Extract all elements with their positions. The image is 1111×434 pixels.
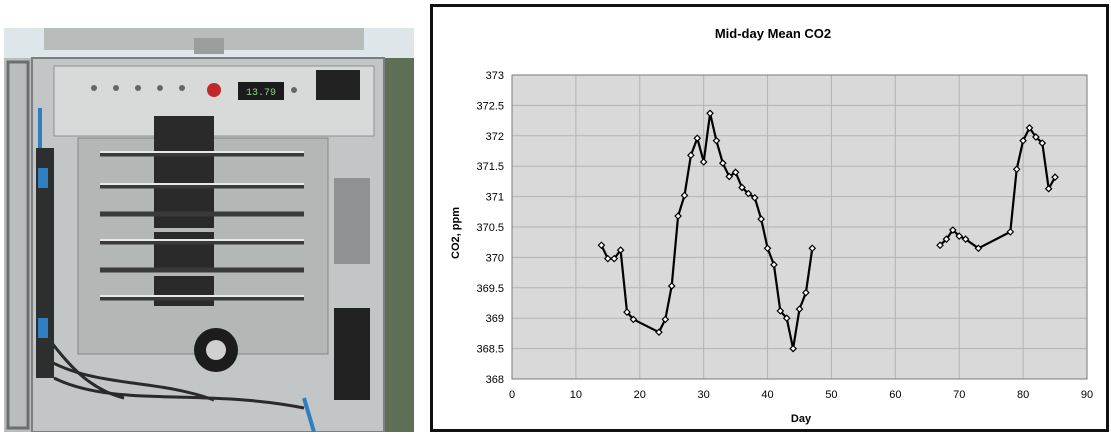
- y-tick-label: 370: [486, 252, 504, 264]
- data-point: [974, 244, 983, 253]
- red-button-icon: [207, 83, 221, 97]
- co2-line-chart: Mid-day Mean CO2 368 368.5 369 369.5 370 370.…: [450, 26, 1093, 425]
- y-tick-label: 372.5: [476, 100, 504, 112]
- data-point: [1051, 173, 1059, 181]
- data-point: [1012, 165, 1021, 174]
- y-tick-label: 371.5: [476, 161, 504, 173]
- data-point: [1025, 124, 1034, 132]
- data-point: [687, 151, 695, 160]
- data-point: [776, 307, 785, 315]
- data-point: [802, 288, 810, 297]
- x-tick-label: 10: [570, 389, 582, 401]
- data-point: [738, 183, 746, 192]
- data-point: [731, 168, 740, 177]
- y-tick-label: 370.5: [476, 222, 504, 234]
- data-point: [667, 282, 676, 290]
- data-point: [770, 260, 778, 269]
- data-point: [597, 241, 606, 250]
- data-point: [610, 254, 619, 263]
- data-point: [750, 193, 759, 202]
- data-point: [1044, 184, 1053, 193]
- plot-border: [511, 74, 1088, 380]
- x-tick-label: 30: [698, 389, 710, 401]
- data-point: [699, 158, 708, 166]
- data-point: [948, 226, 957, 234]
- y-tick-label: 372: [486, 131, 504, 143]
- enclosure-illustration: 13.79: [4, 28, 414, 432]
- data-point: [629, 315, 638, 324]
- x-tick-label: 80: [1017, 389, 1029, 401]
- absorber-blocks: [154, 116, 214, 306]
- y-axis-label: CO2, ppm: [450, 207, 462, 259]
- x-tick-label: 90: [1081, 389, 1093, 401]
- data-point: [674, 212, 682, 220]
- data-point: [1032, 133, 1040, 141]
- data-point: [1038, 139, 1047, 147]
- data-point: [744, 189, 753, 198]
- data-point: [763, 244, 772, 253]
- data-point: [808, 244, 817, 253]
- x-tick-label: 40: [761, 389, 773, 401]
- chart-title: Mid-day Mean CO2: [715, 26, 831, 41]
- data-point: [712, 136, 721, 145]
- x-tick-label: 60: [889, 389, 901, 401]
- data-point: [725, 172, 734, 181]
- data-point: [782, 314, 791, 323]
- data-point: [936, 241, 944, 250]
- y-tick-label: 373: [486, 70, 504, 82]
- tubes: [100, 151, 304, 301]
- data-point: [706, 109, 714, 118]
- chart-panel: Mid-day Mean CO2 368 368.5 369 369.5 370 370.…: [430, 4, 1109, 432]
- instrument-enclosure-photo: 13.79: [4, 28, 414, 432]
- data-point: [693, 134, 702, 143]
- x-tick-label: 0: [509, 389, 515, 401]
- data-point: [603, 254, 612, 263]
- x-tick-label: 50: [825, 389, 837, 401]
- data-point: [1019, 136, 1027, 145]
- lcd-display: [238, 82, 284, 100]
- y-tick-label: 371: [486, 192, 504, 204]
- data-point: [623, 308, 631, 316]
- x-tick-label: 70: [953, 389, 965, 401]
- data-point: [795, 305, 804, 313]
- y-tick-label: 369.5: [476, 283, 504, 295]
- y-tick-label: 369: [486, 313, 504, 325]
- y-tick-label: 368: [486, 374, 504, 386]
- data-point: [661, 315, 670, 324]
- data-point: [955, 232, 964, 240]
- data-point: [718, 159, 727, 168]
- data-point: [1006, 228, 1015, 236]
- data-point: [655, 328, 663, 337]
- data-point: [680, 191, 689, 200]
- data-point: [789, 344, 797, 353]
- x-axis-label: Day: [791, 413, 812, 425]
- x-tick-label: 20: [634, 389, 646, 401]
- lcd-reading: 13.79: [246, 88, 276, 99]
- y-tick-label: 368.5: [476, 344, 504, 356]
- data-point: [616, 246, 625, 254]
- data-point: [942, 235, 951, 244]
- data-point: [757, 215, 766, 223]
- data-point: [961, 235, 970, 244]
